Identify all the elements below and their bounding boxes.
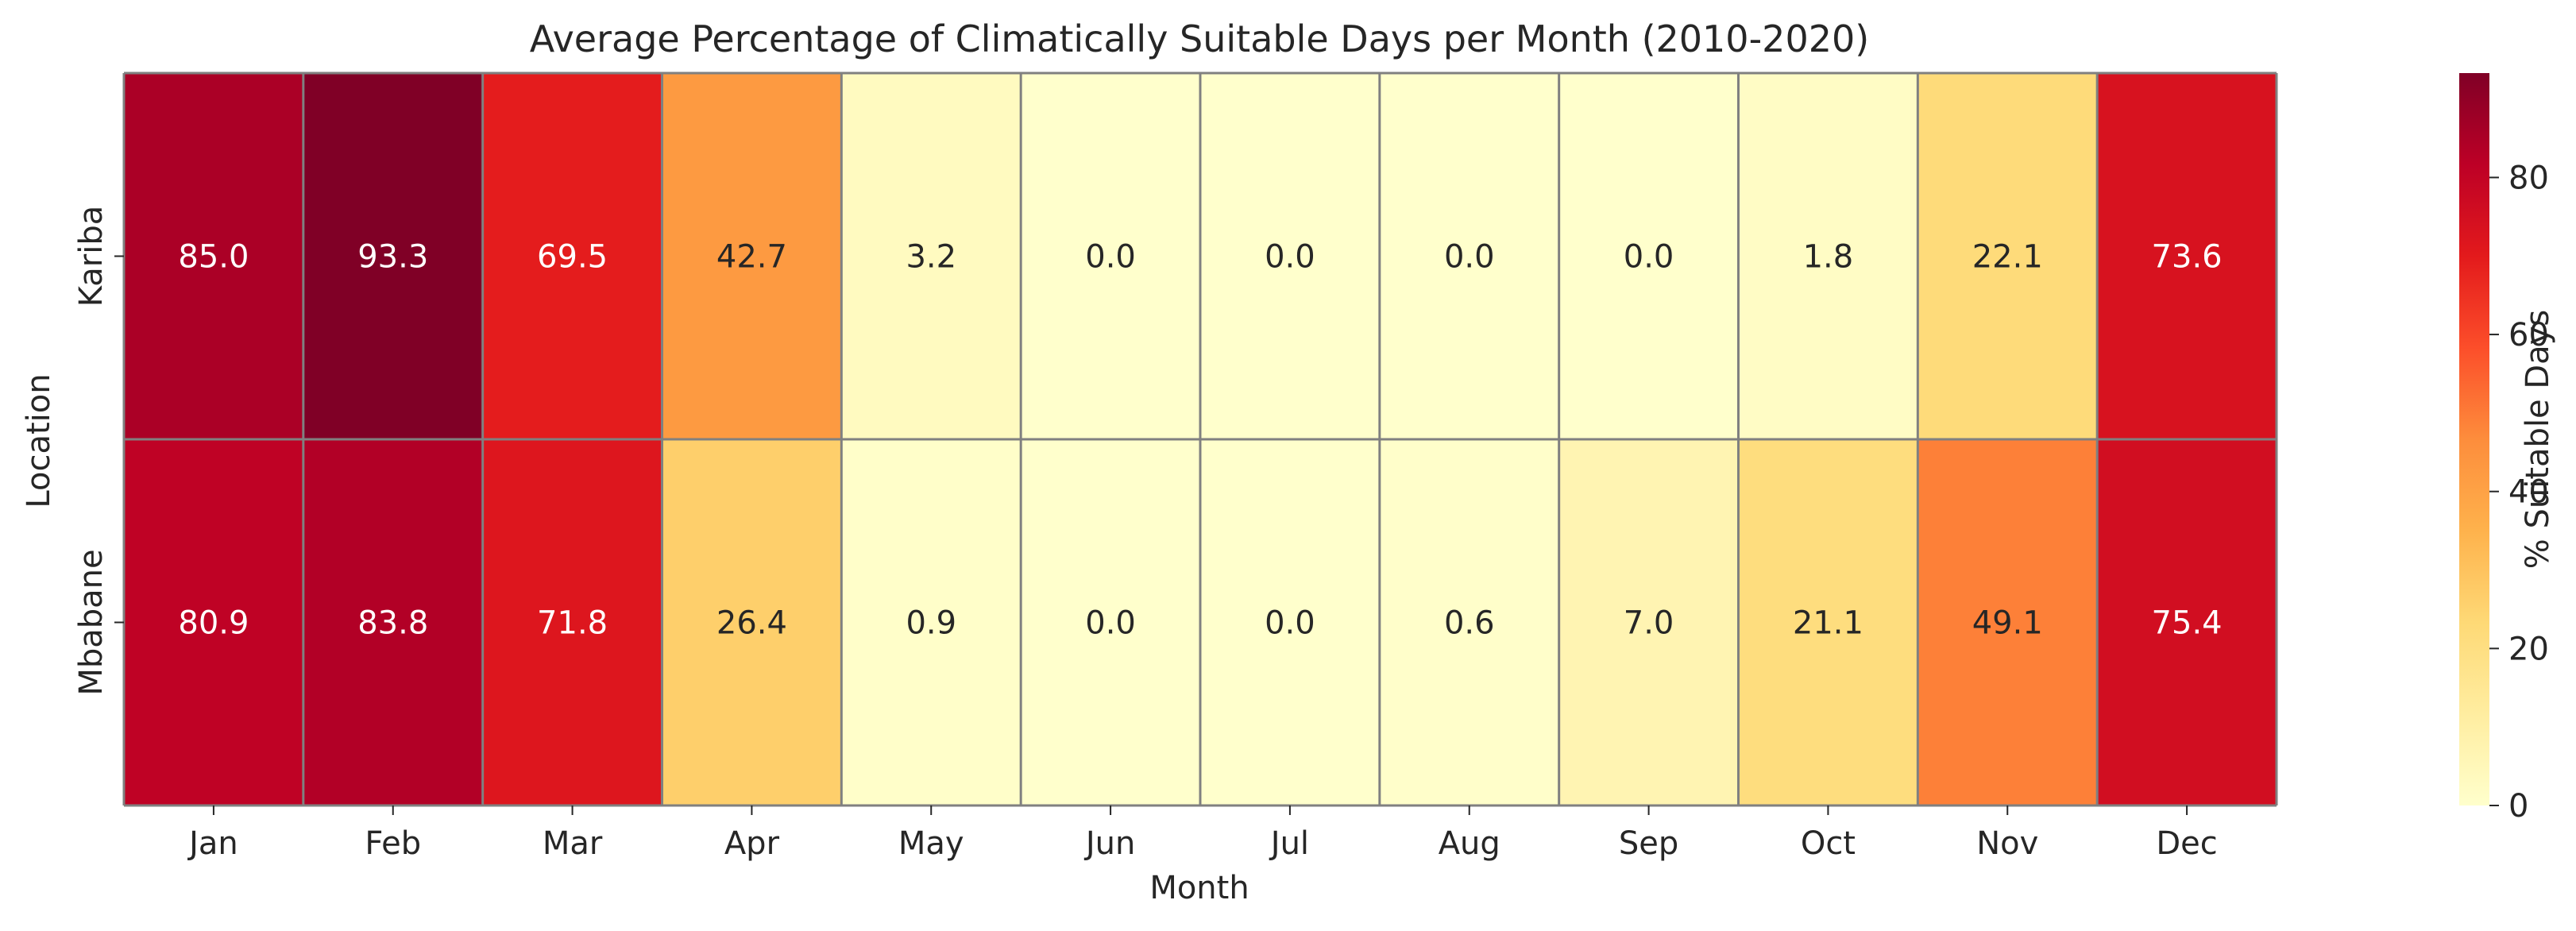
x-axis-ticks: Jan Feb Mar Apr May Jun Jul Aug Sep Oct Nov Dec <box>187 805 2218 862</box>
heatmap-cell <box>124 439 303 805</box>
y-tick-label: Kariba <box>73 206 110 307</box>
cell-value-labels: 85.0 93.3 69.5 42.7 3.2 0.0 0.0 0.0 0.0 1.8 22.1 73… <box>178 239 2222 642</box>
x-tick-label: May <box>898 825 964 862</box>
heatmap-cell <box>1021 73 1200 439</box>
heatmap-cell <box>1379 439 1559 805</box>
heatmap-cell <box>841 439 1022 805</box>
x-tick-label: Mar <box>543 825 603 862</box>
heatmap-cell <box>1379 73 1559 439</box>
heatmap-cell <box>1738 439 1918 805</box>
chart-title: Average Percentage of Climatically Suita… <box>530 17 1869 60</box>
cell-value-label: 0.0 <box>1265 605 1315 642</box>
x-tick-label: Dec <box>2156 825 2217 862</box>
heatmap-cell <box>1200 73 1380 439</box>
heatmap-cell <box>1738 73 1918 439</box>
cell-value-label: 0.9 <box>906 605 956 642</box>
x-tick-label: Nov <box>1976 825 2038 862</box>
cell-borders <box>122 71 2278 807</box>
y-axis-label: Location <box>21 373 57 508</box>
heatmap-cell <box>1558 73 1739 439</box>
heatmap-cell <box>662 439 842 805</box>
heatmap-cell <box>1200 439 1380 805</box>
cell-value-label: 0.0 <box>1085 239 1136 276</box>
x-tick-label: Sep <box>1619 825 1678 862</box>
colorbar-tick-label: 80 <box>2508 160 2549 196</box>
heatmap-cell <box>482 439 662 805</box>
cell-value-label: 0.0 <box>1265 239 1315 276</box>
colorbar <box>2459 73 2489 805</box>
cell-value-label: 93.3 <box>357 239 428 276</box>
heatmap-cell <box>2097 439 2277 805</box>
heatmap-cell <box>662 73 842 439</box>
heatmap-cell <box>841 73 1022 439</box>
cell-value-label: 0.0 <box>1085 605 1136 642</box>
cell-value-label: 7.0 <box>1624 605 1674 642</box>
heatmap-cell <box>303 73 483 439</box>
cell-value-label: 1.8 <box>1803 239 1854 276</box>
cell-value-label: 26.4 <box>716 605 787 642</box>
cell-value-label: 49.1 <box>1972 605 2043 642</box>
cell-value-label: 73.6 <box>2152 239 2223 276</box>
cell-value-label: 80.9 <box>178 605 249 642</box>
cell-value-label: 21.1 <box>1793 605 1863 642</box>
cell-value-label: 3.2 <box>906 239 956 276</box>
cell-value-label: 71.8 <box>537 605 608 642</box>
cell-value-label: 83.8 <box>357 605 428 642</box>
heatmap-cell <box>303 439 483 805</box>
y-axis-ticks: Kariba Mbabane <box>73 206 124 696</box>
cell-value-label: 69.5 <box>537 239 608 276</box>
x-tick-label: Oct <box>1801 825 1856 862</box>
heatmap-cell <box>1558 439 1739 805</box>
cell-value-label: 75.4 <box>2152 605 2223 642</box>
heatmap-cell <box>1918 439 2098 805</box>
x-tick-label: Jul <box>1269 825 1309 862</box>
colorbar-label: % Suitable Days <box>2520 310 2556 569</box>
heatmap-cell <box>1021 439 1200 805</box>
colorbar-tick-label: 20 <box>2508 631 2549 667</box>
colorbar-tick-label: 60 <box>2508 317 2549 353</box>
x-tick-label: Jan <box>187 825 238 862</box>
x-tick-label: Jun <box>1083 825 1136 862</box>
cell-value-label: 0.0 <box>1444 239 1495 276</box>
colorbar-tick-label: 40 <box>2508 474 2549 511</box>
cell-value-label: 22.1 <box>1972 239 2043 276</box>
x-tick-label: Aug <box>1439 825 1500 862</box>
x-tick-label: Apr <box>724 825 780 862</box>
heatmap-cell <box>2097 73 2277 439</box>
cell-value-label: 0.0 <box>1624 239 1674 276</box>
colorbar-tick-label: 0 <box>2508 788 2528 825</box>
colorbar-ticks: 0 20 40 60 80 <box>2489 160 2549 825</box>
heatmap-cell <box>124 73 303 439</box>
heatmap-cells <box>124 73 2277 805</box>
y-tick-label: Mbabane <box>73 549 110 695</box>
heatmap-cell <box>1918 73 2098 439</box>
cell-value-label: 85.0 <box>178 239 249 276</box>
cell-value-label: 42.7 <box>716 239 787 276</box>
x-axis-label: Month <box>1149 870 1249 906</box>
x-tick-label: Feb <box>365 825 421 862</box>
heatmap-cell <box>482 73 662 439</box>
cell-value-label: 0.6 <box>1444 605 1495 642</box>
